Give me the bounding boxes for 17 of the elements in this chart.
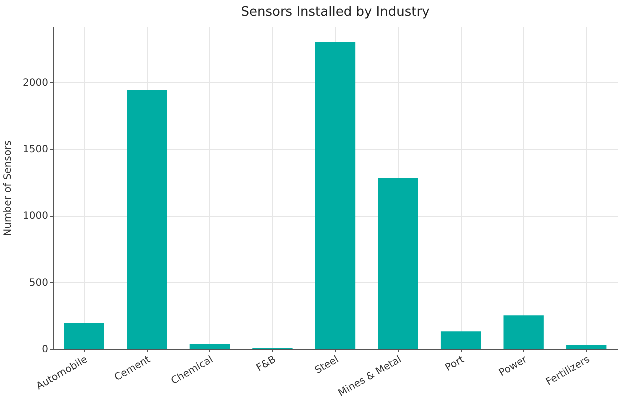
x-tick-label: F&B bbox=[255, 354, 278, 374]
y-tick-label: 1500 bbox=[23, 144, 48, 156]
y-tick-label: 1000 bbox=[23, 211, 48, 222]
bar bbox=[190, 344, 230, 349]
bar bbox=[378, 178, 418, 349]
bar bbox=[315, 42, 356, 349]
y-tick-label: 2000 bbox=[23, 78, 48, 89]
x-tick-label: Port bbox=[444, 354, 467, 374]
y-tick-label: 500 bbox=[29, 278, 48, 289]
bar bbox=[127, 90, 168, 349]
bar bbox=[566, 345, 607, 349]
chart-title: Sensors Installed by Industry bbox=[241, 5, 430, 20]
bar bbox=[504, 316, 544, 349]
bar bbox=[440, 332, 482, 349]
y-axis-title: Number of Sensors bbox=[3, 140, 14, 236]
y-tick-label: 0 bbox=[42, 344, 48, 356]
bar bbox=[64, 323, 104, 349]
